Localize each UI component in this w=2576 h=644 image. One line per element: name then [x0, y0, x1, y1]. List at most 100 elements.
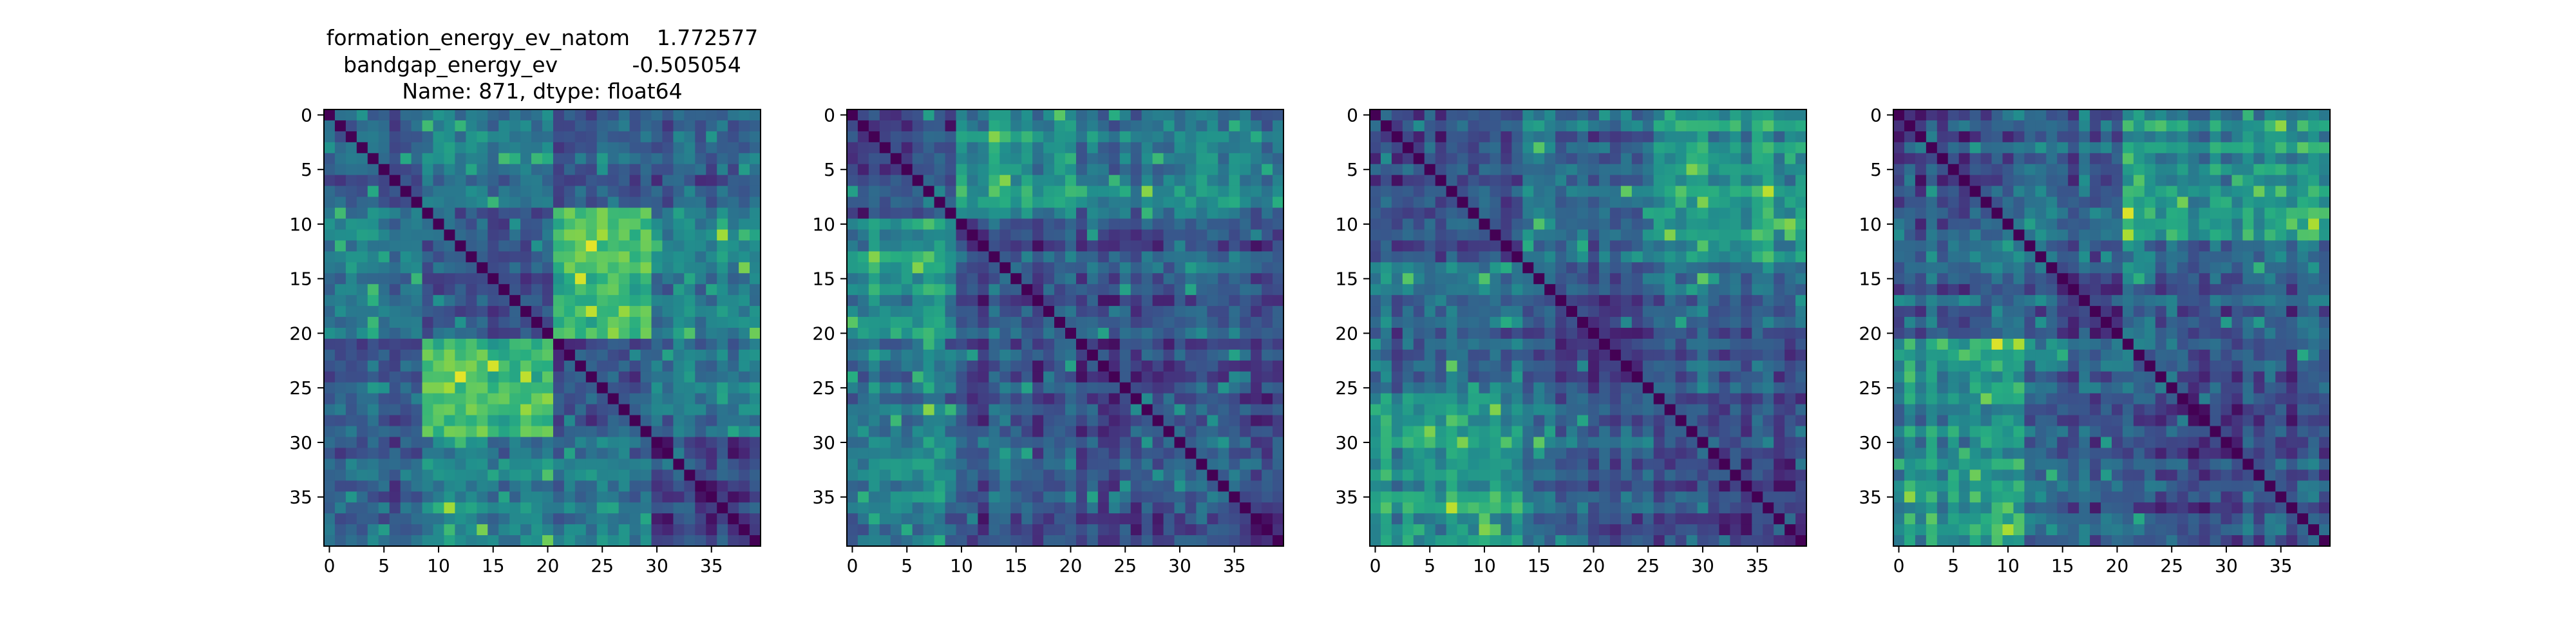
heatmap-cell — [488, 349, 499, 361]
heatmap-cell — [422, 109, 434, 121]
heatmap-cell — [673, 437, 685, 449]
heatmap-cell — [367, 448, 379, 459]
heatmap-cell — [684, 480, 696, 492]
figure-title: formation_energy_ev_natom 1.772577 bandg… — [327, 25, 759, 104]
heatmap-cell — [999, 469, 1011, 481]
heatmap-cell — [1163, 382, 1175, 394]
heatmap-cell — [1251, 262, 1262, 274]
heatmap-cell — [1642, 284, 1654, 296]
heatmap-cell — [967, 153, 978, 165]
heatmap-cell — [1240, 502, 1251, 514]
heatmap-cell — [520, 131, 532, 143]
heatmap-cell — [1697, 109, 1709, 121]
heatmap-cell — [1708, 491, 1719, 503]
heatmap-cell — [1229, 175, 1240, 187]
heatmap-cell — [1490, 164, 1501, 176]
heatmap-cell — [378, 262, 390, 274]
heatmap-cell — [1522, 360, 1534, 372]
heatmap-cell — [662, 185, 674, 198]
heatmap-cell — [1010, 328, 1022, 339]
heatmap-cell — [1708, 142, 1719, 154]
heatmap-cell — [1251, 196, 1262, 209]
heatmap-cell — [1708, 229, 1719, 241]
heatmap-cell — [1741, 371, 1752, 383]
heatmap-cell — [1675, 535, 1687, 547]
heatmap-cell — [1741, 306, 1752, 317]
heatmap-cell — [607, 240, 620, 252]
heatmap-cell — [1675, 229, 1687, 241]
heatmap-cell — [618, 317, 630, 328]
heatmap-cell — [1522, 251, 1534, 263]
heatmap-cell — [1631, 120, 1643, 132]
heatmap-cell — [1686, 404, 1698, 416]
heatmap-cell — [531, 164, 543, 176]
heatmap-cell — [651, 371, 663, 383]
heatmap-cell — [1218, 120, 1229, 132]
heatmap-cell — [1566, 437, 1578, 449]
heatmap-cell — [1196, 185, 1208, 198]
heatmap-cell — [488, 513, 499, 525]
heatmap-cell — [1119, 185, 1132, 198]
heatmap-cell — [1785, 426, 1796, 438]
heatmap-cell — [1380, 262, 1392, 274]
heatmap-cell — [684, 415, 696, 427]
heatmap-cell — [1152, 273, 1164, 285]
heatmap-cell — [1653, 317, 1665, 328]
heatmap-cell — [1141, 360, 1153, 372]
x-tick-label: 0 — [847, 555, 858, 576]
heatmap-cell — [1075, 502, 1088, 514]
heatmap-cell — [1075, 491, 1088, 503]
heatmap-cell — [1065, 491, 1077, 503]
heatmap-cell — [334, 109, 346, 121]
heatmap-cell — [1065, 459, 1077, 470]
heatmap-cell — [1391, 207, 1403, 220]
heatmap-cell — [717, 295, 728, 307]
heatmap-cell — [879, 109, 891, 121]
heatmap-cell — [978, 306, 989, 317]
heatmap-cell — [596, 142, 609, 154]
heatmap-cell — [640, 273, 652, 285]
heatmap-cell — [1664, 284, 1676, 296]
heatmap-cell — [400, 415, 412, 427]
heatmap-cell — [901, 295, 913, 307]
heatmap-cell — [1708, 535, 1719, 547]
heatmap-cell — [1544, 502, 1556, 514]
heatmap-cell — [1730, 502, 1741, 514]
heatmap-cell — [651, 459, 663, 470]
heatmap-cell — [1174, 218, 1186, 231]
heatmap-cell — [1457, 513, 1469, 525]
heatmap-cell — [1577, 360, 1589, 372]
heatmap-cell — [857, 306, 869, 317]
heatmap-cell — [1675, 218, 1687, 231]
heatmap-cell — [1642, 273, 1654, 285]
heatmap-cell — [596, 437, 609, 449]
heatmap-cell — [607, 120, 620, 132]
heatmap-cell — [378, 349, 390, 361]
heatmap-cell — [477, 426, 488, 438]
heatmap-cell — [2177, 120, 2189, 132]
heatmap-cell — [706, 153, 717, 165]
heatmap-cell — [1163, 426, 1175, 438]
heatmap-cell — [1566, 382, 1578, 394]
heatmap-cell — [618, 142, 630, 154]
heatmap-cell — [717, 131, 728, 143]
heatmap-cell — [1457, 349, 1469, 361]
heatmap-cell — [1086, 284, 1099, 296]
heatmap-cell — [651, 284, 663, 296]
heatmap-cell — [367, 415, 379, 427]
heatmap-cell — [488, 196, 499, 209]
heatmap-cell — [1620, 426, 1633, 438]
heatmap-cell — [857, 535, 869, 547]
heatmap-cell — [1054, 153, 1066, 165]
heatmap-cell — [1566, 175, 1578, 187]
heatmap-cell — [999, 262, 1011, 274]
heatmap-cell — [1763, 513, 1774, 525]
heatmap-cell — [1108, 131, 1121, 143]
heatmap-cell — [695, 448, 706, 459]
heatmap-cell — [1413, 240, 1425, 252]
heatmap-cell — [1763, 262, 1774, 274]
heatmap-cell — [411, 415, 423, 427]
heatmap-cell — [1108, 153, 1121, 165]
heatmap-cell — [739, 524, 750, 536]
